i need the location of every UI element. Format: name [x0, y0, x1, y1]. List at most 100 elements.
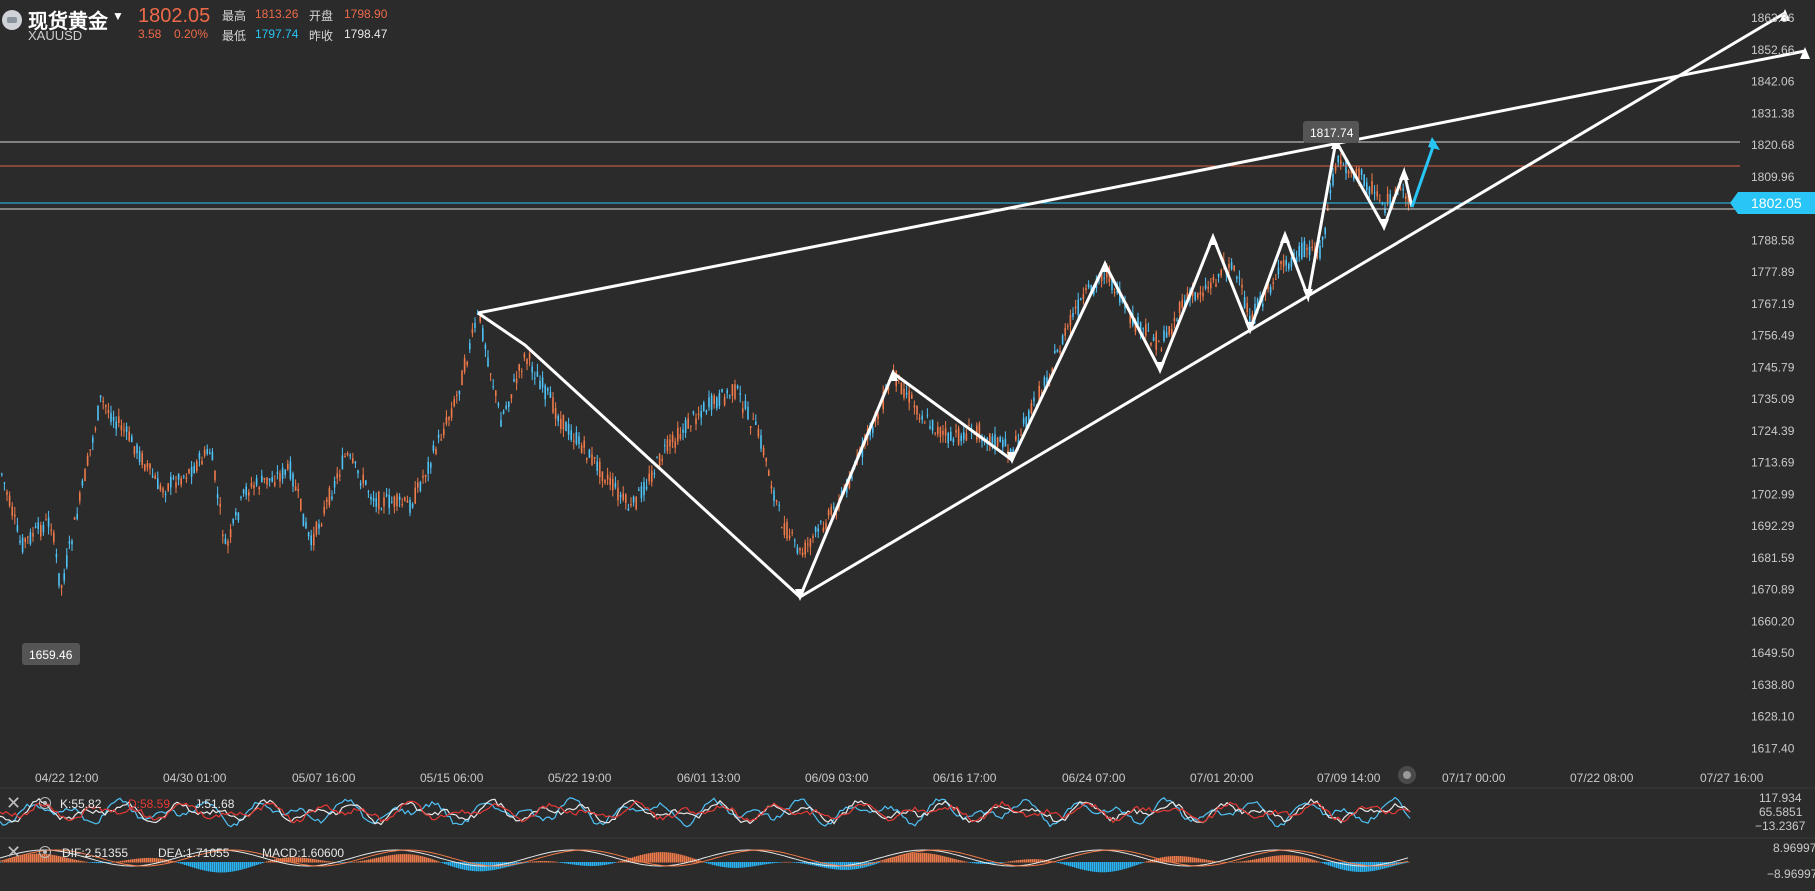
y-tick-label: 1702.99 — [1751, 487, 1795, 501]
gold-logo-icon — [2, 10, 22, 30]
arrowhead-icon — [1007, 452, 1017, 464]
y-tick-label: 1852.66 — [1751, 43, 1795, 57]
prev-close-label: 昨收 — [309, 29, 334, 43]
open-value: 1798.90 — [344, 7, 388, 21]
x-tick-label: 06/24 07:00 — [1062, 771, 1126, 785]
low-point-badge — [22, 643, 80, 665]
kdj-indicator — [0, 796, 1411, 828]
x-tick-label: 07/27 16:00 — [1700, 771, 1764, 785]
x-tick-label: 05/07 16:00 — [292, 771, 356, 785]
y-tick-label: 1692.29 — [1751, 519, 1795, 533]
y-tick-label: 1681.59 — [1751, 551, 1795, 565]
quote-header: 现货黄金 ▼ XAUUSD 1802.05 3.58 0.20% 最高 1813… — [0, 0, 1815, 50]
last-price: 1802.05 — [138, 5, 211, 27]
arrowhead-icon — [1208, 233, 1218, 245]
y-tick-label: 1756.49 — [1751, 329, 1795, 343]
macd-settings-icon[interactable] — [39, 846, 51, 858]
x-tick-label: 07/01 20:00 — [1190, 771, 1254, 785]
arrowheads — [795, 9, 1810, 601]
macd-dif-label: DIF:2.51355 — [62, 846, 129, 860]
price-axis: 1863.36 1852.66 1842.06 1831.38 1820.68 1809.… — [1751, 11, 1795, 755]
y-tick-label: 1660.20 — [1751, 614, 1795, 628]
y-tick-label: 1735.09 — [1751, 392, 1795, 406]
y-tick-label: 1809.96 — [1751, 170, 1795, 184]
scroll-to-latest-button[interactable] — [1398, 766, 1416, 784]
y-tick-label: 1617.40 — [1751, 741, 1795, 755]
x-tick-label: 07/17 00:00 — [1442, 771, 1506, 785]
arrowhead-icon — [1303, 289, 1313, 301]
arrowhead-icon — [795, 589, 805, 601]
macd-axis-bottom: −8.96997 — [1767, 867, 1815, 881]
kdj-k-label: K:55.82 — [60, 797, 102, 811]
kdj-d-label: D:58.59 — [128, 797, 171, 811]
x-tick-label: 07/09 14:00 — [1317, 771, 1381, 785]
price-change-percent: 0.20% — [174, 27, 209, 41]
y-tick-label: 1724.39 — [1751, 424, 1795, 438]
x-tick-label: 04/30 01:00 — [163, 771, 227, 785]
instrument-name[interactable]: 现货黄金 — [28, 11, 108, 33]
high-label: 最高 — [222, 9, 247, 23]
close-kdj-icon[interactable]: ✕ — [6, 793, 22, 813]
high-point-text: 1817.74 — [1310, 126, 1354, 140]
y-tick-label: 1767.19 — [1751, 297, 1795, 311]
high-value: 1813.26 — [255, 7, 299, 21]
y-tick-label: 1628.10 — [1751, 710, 1795, 724]
y-tick-label: 1649.50 — [1751, 646, 1795, 660]
y-tick-label: 1670.89 — [1751, 583, 1795, 597]
macd-dea-label: DEA:1.71055 — [158, 846, 230, 860]
current-price-badge-text: 1802.05 — [1751, 195, 1802, 211]
chevron-down-icon[interactable]: ▼ — [112, 9, 124, 23]
x-tick-label: 06/01 13:00 — [677, 771, 741, 785]
candlestick-series — [1, 153, 1410, 596]
instrument-symbol: XAUUSD — [28, 28, 83, 43]
y-tick-label: 1713.69 — [1751, 456, 1795, 470]
prev-close-value: 1798.47 — [344, 27, 388, 41]
y-tick-label: 1863.36 — [1751, 11, 1795, 25]
arrowhead-icon — [1100, 260, 1110, 272]
x-tick-label: 06/09 03:00 — [805, 771, 869, 785]
kdj-axis-mid: 65.5851 — [1759, 805, 1803, 819]
y-tick-label: 1745.79 — [1751, 360, 1795, 374]
lower-trendline — [799, 11, 1786, 599]
y-tick-label: 1831.38 — [1751, 106, 1795, 120]
y-tick-label: 1820.68 — [1751, 138, 1795, 152]
y-tick-label: 1638.80 — [1751, 678, 1795, 692]
high-point-badge — [1303, 121, 1359, 143]
x-tick-label: 06/16 17:00 — [933, 771, 997, 785]
trendlines — [477, 11, 1806, 599]
kdj-j-label: J:51.68 — [195, 797, 235, 811]
horizontal-lines — [0, 141, 1740, 210]
time-axis: 04/22 12:00 04/30 01:00 05/07 16:00 05/15 0… — [35, 771, 1764, 785]
arrowhead-icon — [1780, 9, 1790, 21]
macd-axis-top: 8.96997 — [1773, 841, 1815, 855]
y-tick-label: 1842.06 — [1751, 75, 1795, 89]
x-tick-label: 05/22 19:00 — [548, 771, 612, 785]
close-macd-icon[interactable]: ✕ — [6, 842, 22, 862]
arrowhead-icon — [1800, 47, 1810, 59]
low-point-text: 1659.46 — [29, 648, 73, 662]
projection-line — [1410, 140, 1437, 208]
down-leg — [477, 311, 802, 599]
price-change: 3.58 — [138, 27, 162, 41]
current-price-badge — [1738, 192, 1815, 214]
arrowhead-icon — [1280, 231, 1290, 243]
x-tick-label: 05/15 06:00 — [420, 771, 484, 785]
upper-trendline — [477, 49, 1806, 315]
kdj-settings-icon[interactable] — [39, 797, 51, 809]
low-value: 1797.74 — [255, 27, 299, 41]
arrowhead-icon — [888, 369, 898, 381]
open-label: 开盘 — [309, 9, 334, 23]
macd-value-label: MACD:1.60600 — [262, 846, 345, 860]
arrowhead-icon — [1379, 219, 1389, 231]
x-tick-label: 04/22 12:00 — [35, 771, 99, 785]
low-label: 最低 — [222, 29, 247, 43]
arrowhead-icon — [1155, 362, 1165, 374]
y-tick-label: 1777.89 — [1751, 265, 1795, 279]
x-tick-label: 07/22 08:00 — [1570, 771, 1634, 785]
kdj-axis-bottom: −13.2367 — [1755, 819, 1806, 833]
kdj-axis-top: 117.934 — [1759, 791, 1802, 805]
macd-indicator — [0, 849, 1410, 873]
arrowhead-icon — [1245, 322, 1255, 334]
y-tick-label: 1788.58 — [1751, 233, 1795, 247]
